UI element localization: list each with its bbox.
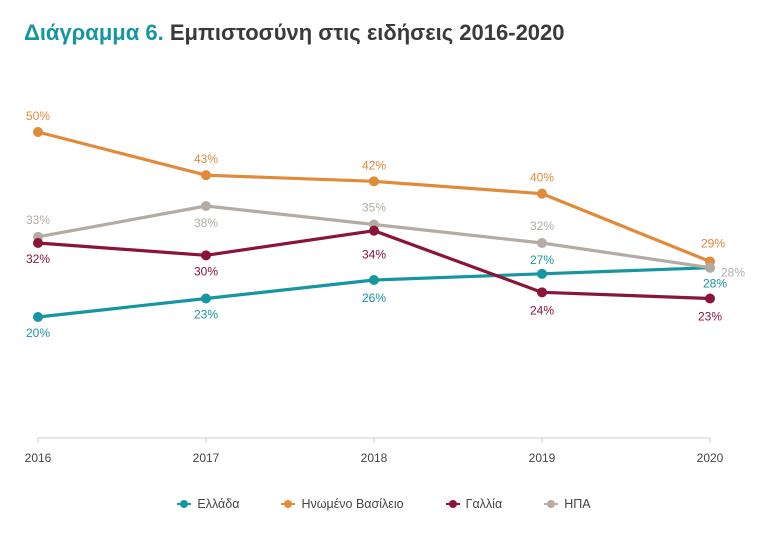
x-tick-label: 2017 (193, 451, 220, 465)
data-label: 43% (194, 152, 218, 166)
data-point (33, 312, 43, 322)
series-line (36, 130, 712, 264)
data-point (537, 268, 547, 279)
x-tick-label: 2020 (697, 451, 724, 465)
x-tick-label: 2019 (529, 451, 556, 465)
data-label: 23% (698, 310, 722, 324)
line-chart: 2016 2017 2018 2019 2020 20% 23% 26% 27% 28% 50% 43… (25, 109, 746, 465)
legend-label: Γαλλία (465, 497, 503, 511)
legend-label: Ελλάδα (197, 497, 240, 511)
chart-title: Διάγραμμα 6. Εμπιστοσύνη στις ειδήσεις 2… (24, 20, 565, 46)
chart-title-prefix: Διάγραμμα 6. (24, 20, 164, 45)
data-label: 20% (26, 326, 50, 340)
data-point (537, 238, 547, 248)
data-point (33, 127, 43, 137)
data-label: 26% (362, 291, 386, 305)
data-point (369, 275, 379, 285)
legend-label: Ηνωμένο Βασίλειο (301, 497, 404, 511)
legend-item: Ηνωμένο Βασίλειο (281, 497, 404, 511)
legend-item: Ελλάδα (177, 497, 239, 511)
data-point (201, 170, 211, 181)
data-label: 42% (362, 158, 386, 172)
data-label: 28% (721, 266, 745, 280)
data-point (537, 188, 547, 199)
data-point (201, 293, 211, 304)
data-label: 50% (26, 109, 50, 123)
data-point (705, 293, 715, 304)
data-point (201, 201, 211, 211)
chart-title-text: Εμπιστοσύνη στις ειδήσεις 2016-2020 (169, 20, 565, 45)
data-label: 23% (194, 308, 218, 322)
x-tick-label: 2016 (25, 451, 52, 465)
data-label: 32% (26, 252, 50, 266)
data-label: 34% (362, 248, 386, 262)
legend-swatch-icon (281, 499, 296, 509)
data-point (537, 287, 547, 298)
data-point (705, 262, 715, 273)
legend-item: ΗΠΑ (544, 497, 591, 511)
data-label: 24% (530, 303, 554, 317)
data-point (369, 225, 379, 236)
legend-label: ΗΠΑ (564, 497, 591, 511)
data-label: 29% (701, 237, 725, 251)
legend-item: Γαλλία (445, 497, 503, 511)
series-line (36, 229, 712, 301)
data-label: 35% (362, 201, 386, 215)
data-label: 40% (530, 171, 554, 185)
data-label: 27% (530, 253, 554, 267)
data-point (33, 238, 43, 248)
data-label: 33% (26, 213, 50, 227)
data-label: 38% (194, 216, 218, 230)
data-label: 32% (530, 219, 554, 233)
legend-swatch-icon (445, 499, 460, 509)
x-tick-label: 2018 (361, 451, 388, 465)
data-label: 30% (194, 264, 218, 278)
legend-swatch-icon (544, 499, 559, 509)
legend-swatch-icon (177, 499, 192, 509)
data-label: 28% (703, 277, 727, 291)
chart-legend: Ελλάδα Ηνωμένο Βασίλειο Γαλλία ΗΠΑ (0, 497, 768, 511)
data-point (201, 250, 211, 261)
data-point (369, 176, 379, 187)
